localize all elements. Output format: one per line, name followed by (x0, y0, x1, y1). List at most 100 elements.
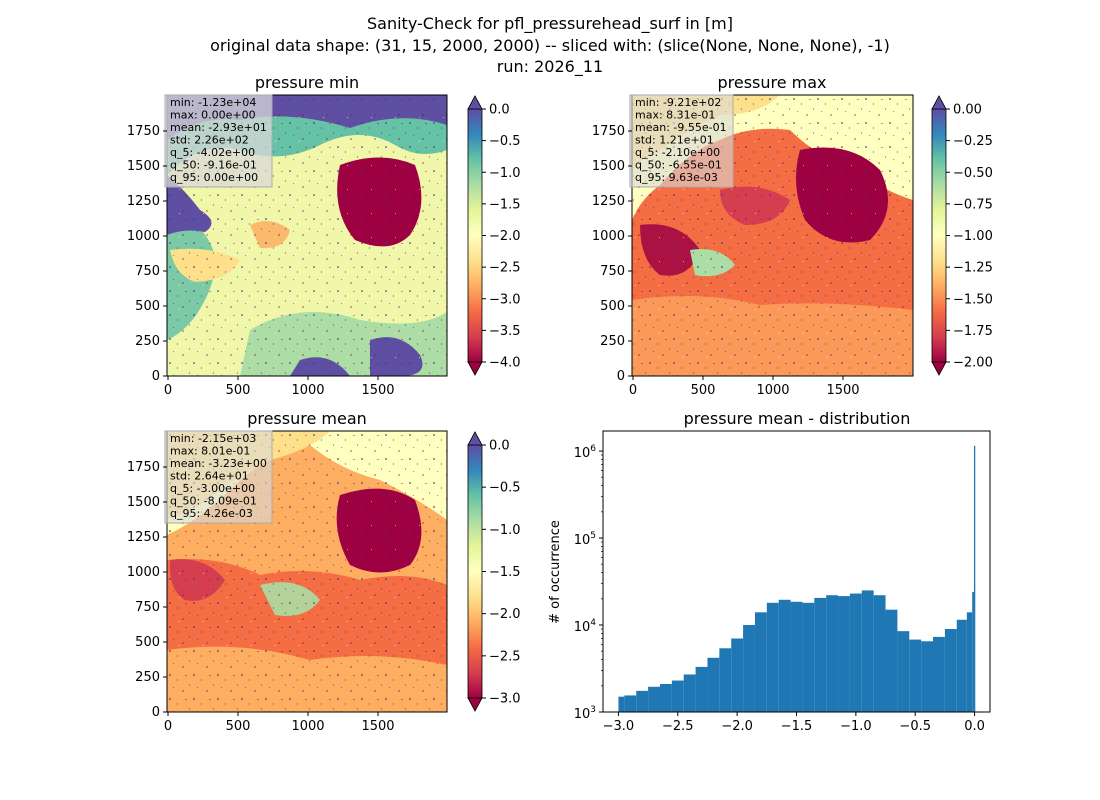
histogram-bar (707, 657, 720, 712)
histogram-bar (933, 636, 945, 712)
stats-box: min: -1.23e+04 max: 0.00e+00 mean: -2.93… (164, 94, 273, 188)
histogram-bar (973, 445, 976, 712)
colorbar-extend-max (931, 95, 947, 110)
colorbar-extend-max (467, 431, 483, 446)
x-tick-label: 1000 (291, 719, 324, 734)
histogram-bar (648, 686, 660, 712)
x-tick-label: 1500 (361, 719, 394, 734)
x-tick-label: 500 (226, 719, 251, 734)
x-tick-label: −0.5 (899, 719, 931, 734)
y-tick-label: 1250 (127, 194, 160, 209)
y-tick-label: 0 (152, 369, 160, 384)
histogram-bar (618, 696, 625, 712)
y-tick-label: 1000 (592, 229, 625, 244)
figure-title-line-1: Sanity-Check for pfl_pressurehead_surf i… (367, 14, 733, 34)
histogram-bar (972, 591, 974, 712)
colorbar-tick-label: −0.50 (953, 166, 993, 181)
colorbar: 0.0 −0.5 −1.0 −1.5 −2.0 −2.5 −3.0 (467, 431, 521, 712)
stat-mean: mean: -2.93e+01 (170, 121, 267, 134)
stat-q95: q_95: 4.26e-03 (170, 507, 253, 520)
colorbar-tick-label: −2.5 (489, 649, 521, 664)
histogram-bar (873, 595, 886, 712)
colorbar-tick-label: −1.00 (953, 229, 993, 244)
colorbar-tick-label: −0.75 (953, 197, 993, 212)
y-tick-label: 1250 (592, 194, 625, 209)
y-tick-label: 0 (152, 705, 160, 720)
y-axis: 103 104 105 106 (574, 444, 603, 722)
histogram-bar (826, 595, 839, 712)
stats-box: min: -9.21e+02 max: 8.31e-01 mean: -9.55… (629, 94, 734, 188)
histogram-bar (849, 593, 862, 712)
y-tick-label: 250 (135, 670, 160, 685)
y-tick-label: 1500 (592, 159, 625, 174)
stat-q5: q_5: -3.00e+00 (170, 482, 255, 495)
histogram-bar (719, 648, 732, 712)
colorbar-extend-min (931, 361, 947, 376)
x-tick-label: 500 (226, 383, 251, 398)
colorbar-tick-label: −1.25 (953, 261, 993, 276)
stat-mean: mean: -3.23e+00 (170, 457, 267, 470)
colorbar-tick-label: −1.0 (489, 166, 521, 181)
colorbar-gradient (931, 108, 947, 363)
colorbar-tick-label: −0.5 (489, 134, 521, 149)
y-tick-label: 250 (135, 334, 160, 349)
y-tick-label: 1500 (127, 159, 160, 174)
colorbar-tick-label: 0.0 (489, 103, 510, 118)
x-tick-label: 0 (629, 383, 637, 398)
y-tick-label: 1750 (592, 124, 625, 139)
x-tick-label: 0 (164, 383, 172, 398)
y-tick-label: 500 (135, 635, 160, 650)
stat-max: max: 8.01e-01 (170, 445, 250, 458)
histogram-bar (814, 597, 827, 712)
y-tick-label: 1750 (127, 460, 160, 475)
histogram-bar (885, 609, 898, 712)
y-tick-label: 103 (574, 705, 596, 722)
histogram-bar (695, 666, 708, 712)
histogram-bar (754, 612, 767, 712)
colorbar-tick-label: −3.5 (489, 324, 521, 339)
x-axis: 0 500 1000 1500 (629, 376, 860, 398)
histogram-bar (956, 619, 967, 712)
colorbar-tick-label: −0.25 (953, 134, 993, 149)
stat-min: min: -1.23e+04 (170, 96, 256, 109)
panel-pressure-mean: pressure mean min: -2.15e+03 max: 8.01e-… (127, 409, 521, 734)
x-tick-label: −2.5 (662, 719, 694, 734)
histogram-bar (659, 683, 672, 712)
x-tick-label: −2.0 (721, 719, 753, 734)
panel-title: pressure mean - distribution (684, 409, 911, 428)
y-tick-label: 500 (600, 299, 625, 314)
colorbar-tick-label: −1.5 (489, 197, 521, 212)
stat-q5: q_5: -2.10e+00 (635, 146, 720, 159)
panel-title: pressure max (717, 73, 826, 92)
histogram-bar (683, 674, 696, 712)
histogram-bar (861, 590, 874, 712)
colorbar-extend-min (467, 361, 483, 376)
panel-pressure-max: pressure max min: -9.21e+02 max: 8.31e-0… (592, 73, 993, 398)
x-tick-label: −1.0 (840, 719, 872, 734)
y-tick-label: 1500 (127, 495, 160, 510)
histogram-bar (966, 612, 973, 712)
colorbar-tick-label: −2.0 (489, 229, 521, 244)
y-tick-label: 104 (574, 618, 597, 635)
stat-q50: q_50: -6.55e-01 (635, 159, 722, 172)
colorbar-extend-max (467, 95, 483, 110)
stat-max: max: 8.31e-01 (635, 109, 715, 122)
stat-std: std: 2.26e+02 (170, 134, 249, 147)
stat-q95: q_95: 0.00e+00 (170, 171, 258, 184)
stats-box: min: -2.15e+03 max: 8.01e-01 mean: -3.23… (164, 430, 273, 524)
histogram-bar (802, 602, 815, 712)
y-tick-label: 750 (600, 264, 625, 279)
histogram-bar (921, 641, 934, 712)
colorbar-extend-min (467, 697, 483, 712)
colorbar-tick-label: −1.0 (489, 523, 521, 538)
colorbar: 0.0 −0.5 −1.0 −1.5 −2.0 −2.5 −3.0 −3.5 −4.0 (467, 95, 521, 376)
x-tick-label: 500 (691, 383, 716, 398)
y-tick-label: 750 (135, 264, 160, 279)
stat-q5: q_5: -4.02e+00 (170, 146, 255, 159)
x-axis: −3.0 −2.5 −2.0 −1.5 −1.0 −0.5 0.0 (603, 712, 985, 734)
colorbar-tick-label: −1.50 (953, 292, 993, 307)
stat-min: min: -2.15e+03 (170, 432, 256, 445)
x-tick-label: 0.0 (964, 719, 985, 734)
y-tick-label: 1250 (127, 530, 160, 545)
y-tick-label: 106 (574, 444, 597, 461)
